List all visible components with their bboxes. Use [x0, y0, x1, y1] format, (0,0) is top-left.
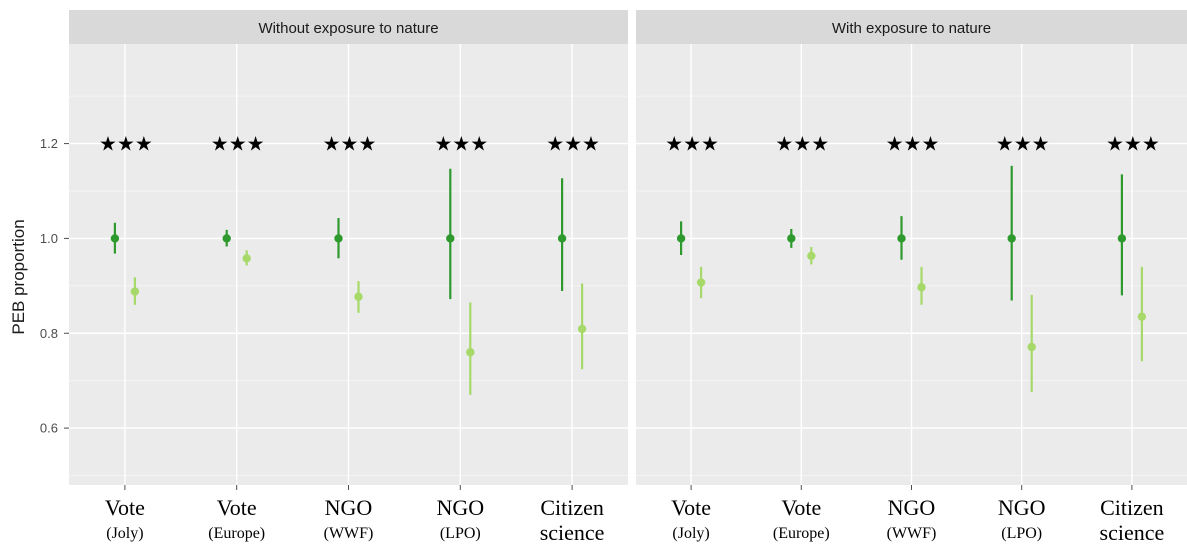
x-tick-label: Vote	[671, 495, 711, 520]
x-tick-sublabel: (Europe)	[773, 525, 830, 542]
panel-2: With exposure to nature Vote (Joly) Vote (Eu…	[636, 10, 1187, 545]
significance-label: ★★★	[996, 132, 1050, 156]
panels: Without exposure to nature Vote (Joly) Vote…	[69, 10, 1187, 545]
data-point	[334, 234, 343, 243]
x-tick-label: Citizen	[1100, 495, 1164, 520]
data-point	[557, 234, 567, 243]
data-point	[110, 234, 120, 243]
x-tick-sublabel: (Joly)	[672, 525, 709, 542]
data-point	[807, 251, 816, 261]
panel-title: With exposure to nature	[832, 20, 991, 37]
panel-1: Without exposure to nature Vote (Joly) Vote…	[69, 10, 628, 545]
y-axis-label: PEB proportion	[9, 219, 28, 334]
data-point	[1007, 234, 1016, 243]
y-tick-label: 0.8	[40, 326, 58, 341]
significance-label: ★★★	[99, 132, 153, 156]
significance-label: ★★★	[886, 132, 940, 156]
x-tick-sublabel: (WWF)	[887, 525, 937, 542]
significance-label: ★★★	[323, 132, 377, 156]
data-point	[446, 234, 455, 243]
data-point	[222, 234, 231, 243]
significance-label: ★★★	[546, 132, 600, 156]
x-tick-sublabel: (Joly)	[106, 525, 143, 542]
significance-label: ★★★	[665, 132, 719, 156]
x-tick-label: Vote	[781, 495, 821, 520]
significance-label: ★★★	[211, 132, 265, 156]
panel-strip	[636, 10, 1187, 44]
data-point	[917, 283, 926, 292]
x-tick-label: NGO	[325, 495, 373, 520]
y-axis: 0.6 0.8 1.0 1.2	[40, 136, 69, 436]
x-tick-label: NGO	[998, 495, 1046, 520]
x-tick-sublabel: (LPO)	[440, 525, 481, 542]
data-point	[676, 234, 686, 243]
x-tick-sublabel: science	[540, 520, 605, 545]
data-point	[577, 324, 587, 334]
data-point	[787, 234, 796, 243]
x-tick-label: Vote	[105, 495, 145, 520]
y-tick-label: 0.6	[40, 421, 58, 436]
data-point	[466, 348, 475, 357]
data-point	[897, 234, 906, 243]
significance-label: ★★★	[775, 132, 829, 156]
data-point	[1027, 342, 1036, 352]
data-point	[1137, 312, 1147, 321]
x-tick-sublabel: (Europe)	[208, 525, 265, 542]
panel-title: Without exposure to nature	[258, 20, 438, 37]
data-point	[1117, 234, 1127, 243]
x-tick-label: Citizen	[540, 495, 604, 520]
data-point	[242, 254, 251, 263]
x-tick-sublabel: science	[1100, 520, 1165, 545]
x-tick-sublabel: (LPO)	[1001, 525, 1042, 542]
x-tick-label: Vote	[217, 495, 257, 520]
x-tick-label: NGO	[436, 495, 484, 520]
significance-label: ★★★	[434, 132, 488, 156]
x-tick-label: NGO	[888, 495, 936, 520]
y-tick-label: 1.0	[40, 231, 58, 246]
data-point	[696, 278, 706, 287]
significance-label: ★★★	[1106, 132, 1160, 156]
y-tick-label: 1.2	[40, 136, 58, 151]
data-point	[130, 287, 140, 296]
panel-strip	[69, 10, 628, 44]
x-tick-sublabel: (WWF)	[324, 525, 374, 542]
data-point	[354, 292, 363, 301]
